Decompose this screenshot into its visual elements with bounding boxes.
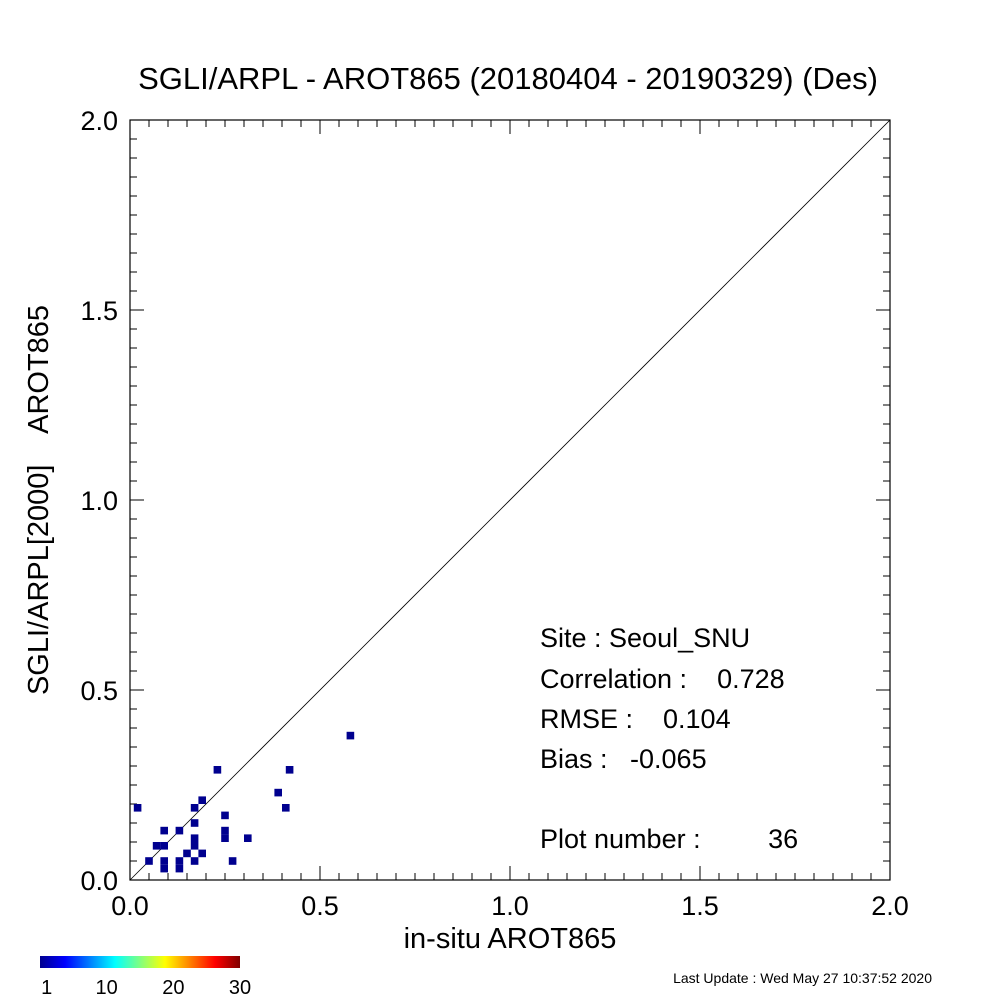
data-point [175,864,184,873]
data-point [160,864,168,873]
stat-correlation: Correlation : 0.728 [540,664,785,694]
data-point [221,834,229,842]
data-point [221,826,229,835]
x-tick-label: 0.0 [111,891,149,921]
x-tick-label: 1.5 [681,891,719,921]
data-point [160,842,168,850]
x-tick-label: 0.5 [301,891,339,921]
data-point [160,826,168,835]
data-point [228,857,237,865]
stats-box: Site : Seoul_SNU Correlation : 0.728 RMS… [540,623,798,854]
data-points [133,731,355,873]
data-point [133,804,142,812]
stat-rmse: RMSE : 0.104 [540,704,731,734]
x-axis-label: in-situ AROT865 [404,923,617,955]
data-point [244,834,252,842]
stat-plot-number: Plot number : 36 [540,824,798,854]
y-tick-label: 1.0 [80,486,118,516]
data-point [346,731,355,740]
data-point [274,788,282,797]
y-tick-label: 2.0 [80,106,118,136]
y-tick-label: 0.5 [80,676,118,706]
data-point [145,857,153,865]
data-point [175,826,184,835]
data-point [221,811,229,820]
data-point [190,857,199,865]
y-tick-label: 0.0 [80,866,118,896]
data-point [213,766,222,774]
x-tick-label: 1.0 [491,891,529,921]
x-axis-ticks: 0.0 0.5 1.0 1.5 2.0 [111,891,909,921]
minor-ticks [130,120,890,880]
colorbar-strip [40,956,240,968]
colorbar: 1 10 20 30 [40,956,251,999]
data-point [285,766,294,774]
stat-bias: Bias : -0.065 [540,744,707,774]
data-point [190,842,199,850]
data-point [190,834,199,842]
colorbar-tick-label: 10 [96,977,118,999]
data-point [198,796,206,804]
last-update-text: Last Update : Wed May 27 10:37:52 2020 [673,970,932,986]
y-axis-ticks: 0.0 0.5 1.0 1.5 2.0 [80,106,118,896]
stat-site: Site : Seoul_SNU [540,623,750,653]
data-point [183,849,191,858]
colorbar-tick-label: 1 [41,977,52,999]
data-point [175,857,184,865]
one-to-one-line [129,119,891,881]
chart-title: SGLI/ARPL - AROT865 (20180404 - 20190329… [138,61,878,96]
colorbar-ticks: 1 10 20 30 [41,977,251,999]
y-axis-label: SGLI/ARPL[2000] AROT865 [23,305,55,695]
plot-area [129,119,891,881]
data-point [198,849,206,858]
y-tick-label: 1.5 [80,296,118,326]
colorbar-tick-label: 20 [162,977,184,999]
colorbar-tick-label: 30 [229,977,251,999]
data-point [282,804,290,812]
x-tick-label: 2.0 [871,891,909,921]
data-point [160,857,168,865]
data-point [190,819,199,827]
data-point [190,804,199,812]
data-point [152,842,161,850]
